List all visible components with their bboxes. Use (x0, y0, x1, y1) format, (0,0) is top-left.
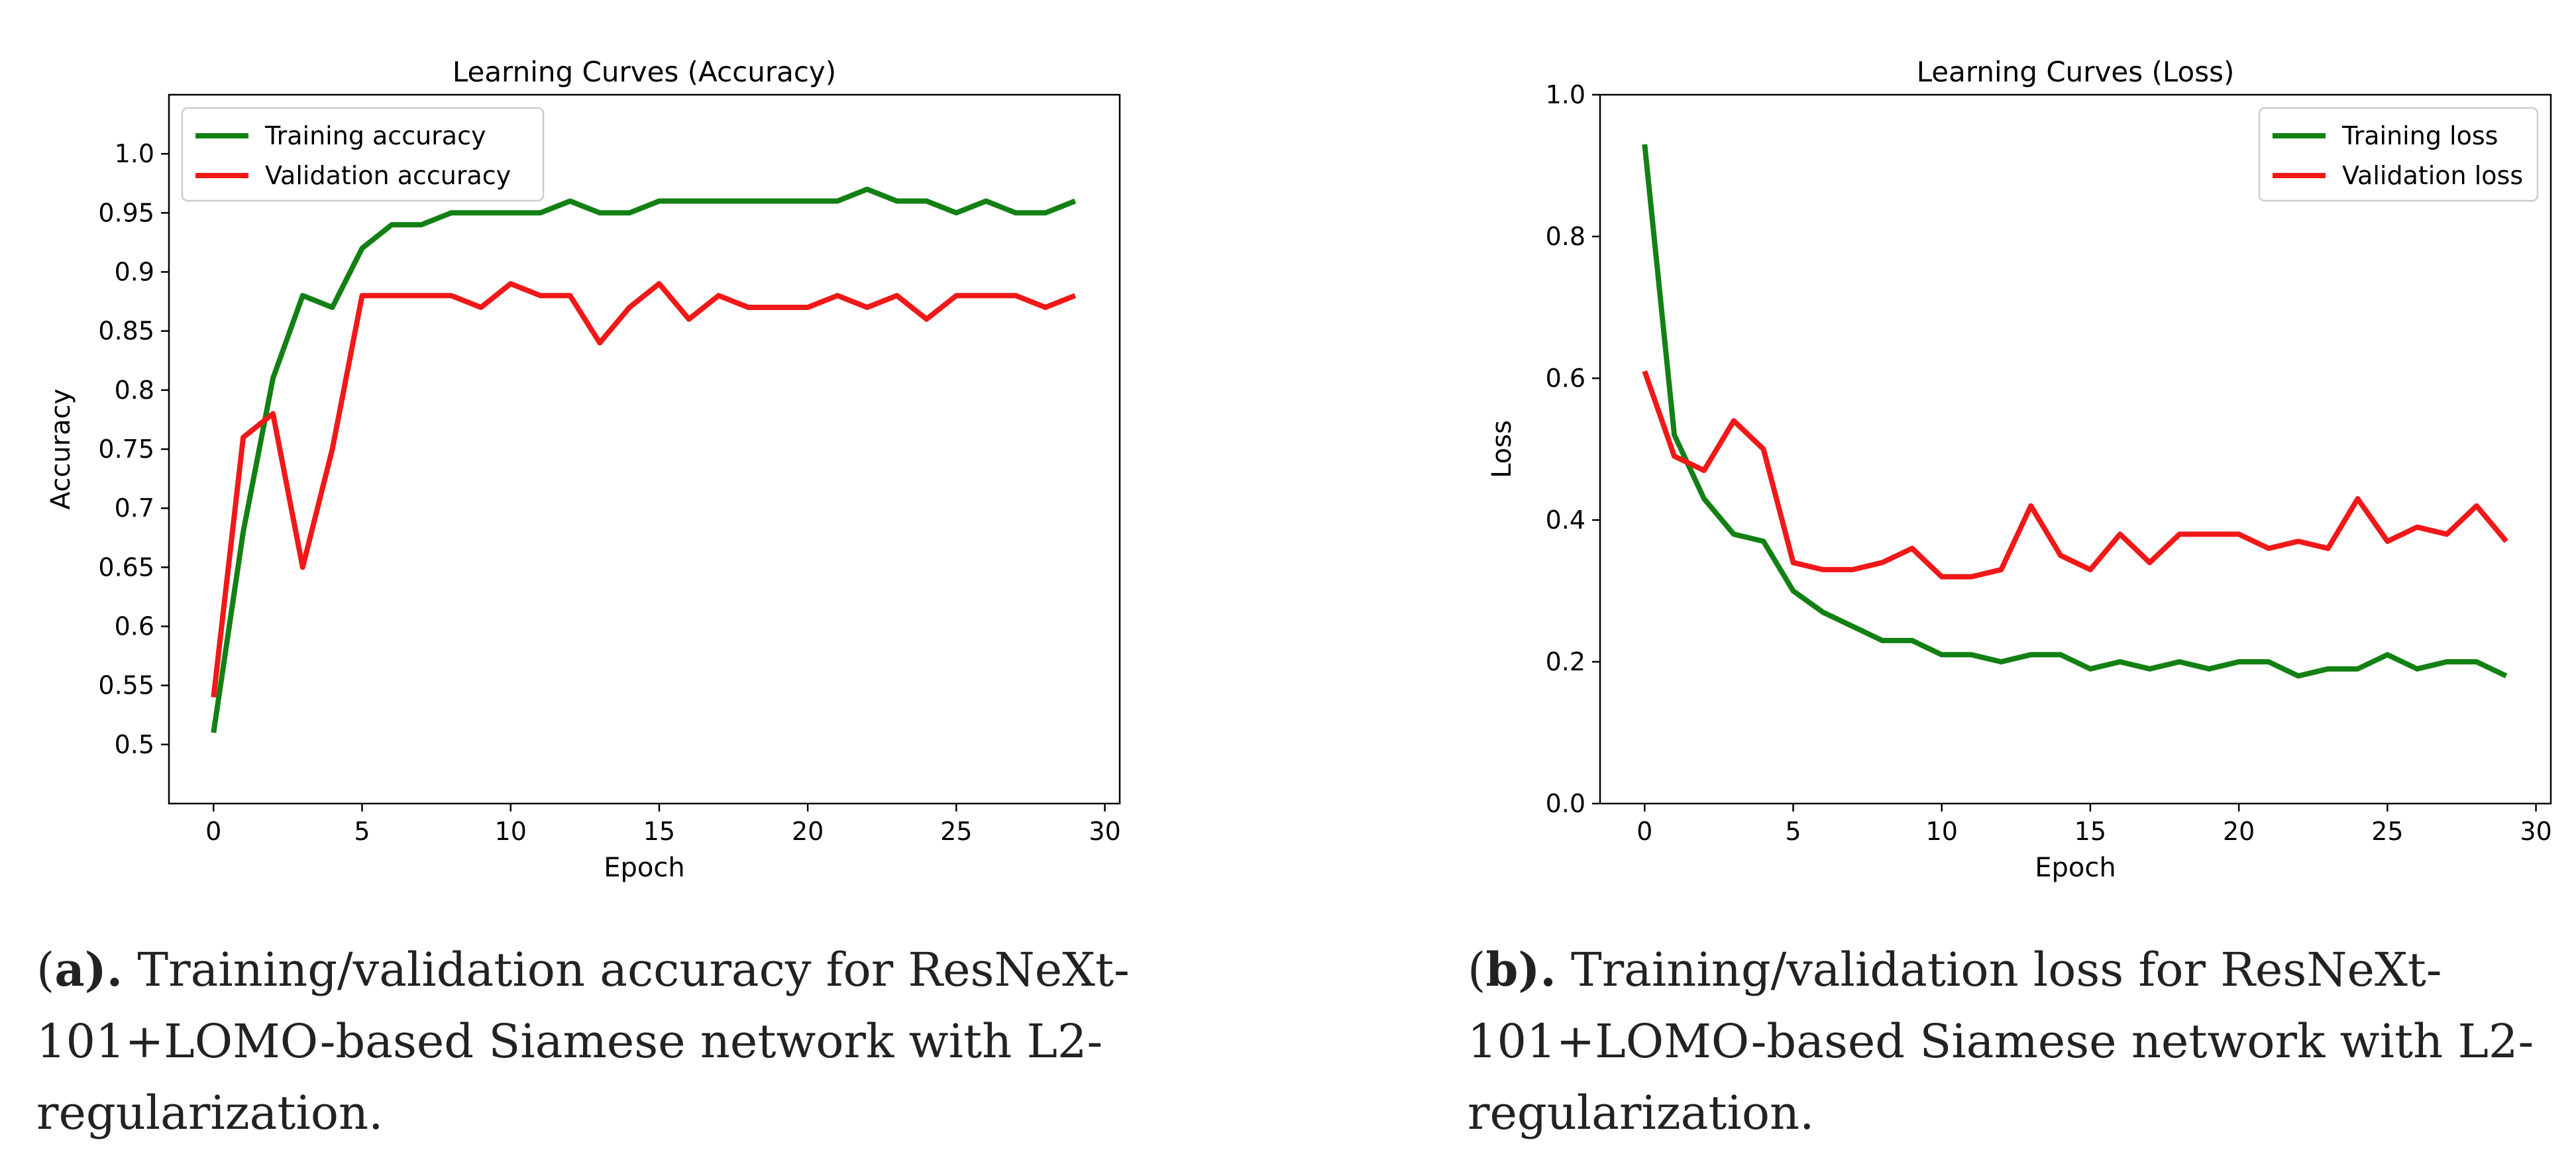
chart-a-ytick-label: 1.0 (115, 139, 154, 168)
chart-a-xtick-label: 15 (643, 817, 675, 846)
chart-b-legend-label-validation: Validation loss (2342, 161, 2523, 190)
chart-b-ytick-label: 0.0 (1546, 789, 1585, 818)
chart-b-ytick-label: 0.2 (1546, 647, 1585, 676)
chart-b-series-training-line (1642, 144, 2508, 679)
loss-chart: Learning Curves (Loss) 0 5 10 15 20 25 30 0.0 0.2… (1487, 56, 2552, 883)
caption-a-close: ). (84, 942, 123, 997)
chart-b-xtick-label: 20 (2223, 817, 2255, 846)
chart-a-ytick-label: 0.75 (98, 435, 154, 464)
chart-a-xtick-label: 5 (354, 817, 370, 846)
chart-a-legend (181, 107, 545, 202)
chart-b-xtick-label: 25 (2371, 817, 2403, 846)
chart-b-axes-frame (1599, 93, 2552, 805)
chart-a-ytick-label: 0.8 (115, 376, 154, 405)
chart-a-ytick-label: 0.65 (98, 552, 154, 582)
chart-a-ytick-label: 0.9 (115, 258, 154, 287)
chart-b-legend (2258, 107, 2539, 202)
chart-b-ytick-label: 0.6 (1546, 364, 1585, 393)
chart-b-xtick-label: 30 (2520, 817, 2551, 846)
chart-a-xtick-label: 25 (940, 817, 972, 846)
chart-a-ytick-label: 0.55 (98, 671, 154, 700)
chart-a-xtick-label: 10 (495, 817, 527, 846)
caption-b-label: b (1485, 942, 1519, 997)
caption-b-text: Training/validation loss for ResNeXt-101… (1468, 943, 2534, 1140)
chart-a-ytick-label: 0.6 (115, 612, 154, 641)
caption-a-text: Training/validation accuracy for ResNeXt… (36, 943, 1130, 1140)
chart-b-ytick-label: 1.0 (1546, 80, 1585, 109)
chart-a-xtick-label: 20 (792, 817, 824, 846)
caption-a-label: a (54, 942, 85, 997)
chart-a-ytick-label: 0.85 (98, 317, 154, 346)
chart-b-xtick-label: 10 (1926, 817, 1958, 846)
chart-a-ytick-label: 0.95 (98, 198, 154, 227)
chart-b-xlabel: Epoch (2035, 853, 2116, 883)
caption-b-close: ). (1518, 942, 1556, 997)
chart-a-ylabel: Accuracy (46, 389, 76, 510)
caption-loss: (b). Training/validation loss for ResNeX… (1468, 934, 2576, 1149)
chart-a-ytick-label: 0.7 (115, 494, 154, 523)
chart-a-xlabel: Epoch (604, 853, 684, 883)
chart-b-xtick-label: 5 (1785, 817, 1801, 846)
chart-a-legend-label-validation: Validation accuracy (265, 161, 511, 190)
chart-a-title: Learning Curves (Accuracy) (453, 56, 836, 88)
chart-b-ytick-label: 0.8 (1546, 222, 1585, 251)
caption-accuracy: (a). Training/validation accuracy for Re… (36, 934, 1196, 1149)
chart-b-xtick-label: 0 (1637, 817, 1652, 846)
chart-a-series-training-line (211, 186, 1077, 733)
chart-a-series-validation-line (211, 281, 1077, 698)
chart-a-xtick-label: 30 (1089, 817, 1120, 846)
chart-a-legend-label-training: Training accuracy (264, 121, 486, 150)
caption-b-open: ( (1468, 943, 1486, 997)
chart-b-ytick-label: 0.4 (1546, 505, 1585, 535)
chart-a-xtick-label: 0 (205, 817, 221, 846)
chart-a-ytick-label: 0.5 (115, 730, 154, 759)
chart-b-ylabel: Loss (1487, 420, 1517, 478)
chart-b-series-validation-line (1642, 370, 2508, 580)
accuracy-chart: Learning Curves (Accuracy) 0 5 10 15 20 25 30 0.… (46, 56, 1121, 883)
chart-b-xtick-label: 15 (2074, 817, 2106, 846)
chart-b-title: Learning Curves (Loss) (1917, 56, 2235, 88)
chart-b-legend-label-training: Training loss (2341, 121, 2498, 150)
caption-a-open: ( (36, 943, 55, 997)
